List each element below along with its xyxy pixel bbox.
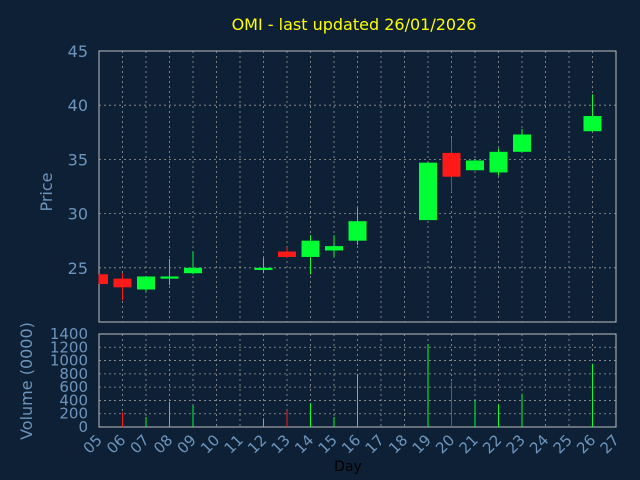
candle-body (254, 267, 273, 270)
volume-y-tick-label: 1200 (50, 338, 88, 356)
x-axis-ticks: 0506070809101112131415161718192021222324… (80, 431, 623, 457)
candle-body (583, 116, 602, 132)
candle-body (513, 134, 531, 152)
candle-body (348, 221, 367, 241)
volume-y-tick-label: 1000 (50, 352, 88, 370)
price-axis-label: Price (37, 172, 56, 211)
volume-y-tick-label: 0 (78, 418, 88, 436)
price-y-tick-label: 35 (68, 150, 88, 169)
price-y-ticks: 25 30 35 40 45 (68, 42, 88, 278)
candle-body (278, 251, 296, 257)
candle-body (489, 151, 508, 173)
price-grid (99, 51, 616, 322)
candle-body (466, 160, 484, 171)
candle-body (113, 278, 132, 288)
volume-y-tick-label: 200 (59, 405, 88, 423)
x-axis-label: Day (334, 459, 362, 475)
candle-body (325, 246, 343, 251)
price-y-tick-label: 30 (68, 205, 88, 224)
volume-series (122, 343, 593, 427)
candle-body (442, 152, 461, 177)
volume-y-tick-label: 800 (59, 365, 88, 383)
candle-body (301, 240, 320, 257)
volume-y-tick-label: 600 (59, 378, 88, 396)
volume-grid (99, 334, 616, 427)
price-y-tick-label: 45 (68, 42, 88, 61)
volume-axis-label: Volume (0000) (17, 322, 36, 440)
candle-body (160, 276, 179, 279)
price-y-tick-label: 25 (68, 259, 88, 278)
chart-title: OMI - last updated 26/01/2026 (232, 15, 477, 34)
price-y-tick-label: 40 (68, 96, 88, 115)
candle-body (184, 267, 202, 274)
candle-body (99, 274, 108, 285)
price-panel: 25 30 35 40 45 Price (37, 42, 617, 323)
volume-y-tick-label: 400 (59, 391, 88, 409)
candle-body (419, 162, 437, 221)
volume-y-tick-label: 1400 (50, 325, 88, 343)
candle-body (137, 276, 155, 290)
candlestick-series (98, 94, 602, 301)
